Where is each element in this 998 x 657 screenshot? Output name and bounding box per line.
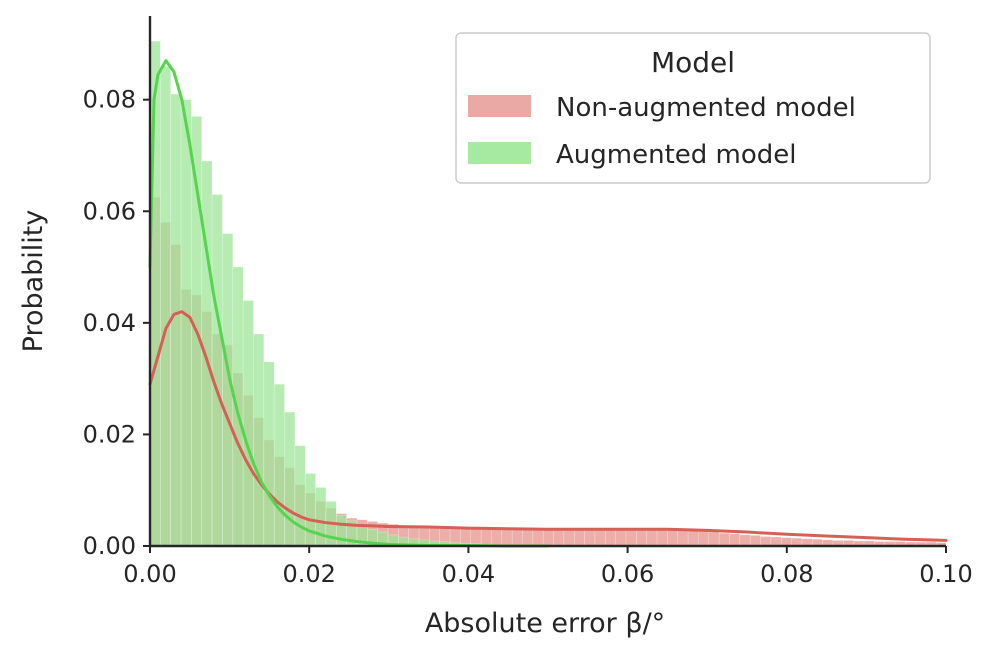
x-tick-label: 0.04 [442, 560, 495, 588]
augmented-bar [304, 473, 316, 547]
y-axis-label: Probability [18, 210, 49, 353]
x-axis-label: Absolute error β/° [425, 608, 665, 639]
non-augmented-bar [646, 528, 658, 547]
augmented-bar [211, 194, 223, 547]
legend-label-augmented: Augmented model [556, 140, 797, 170]
non-augmented-bar [553, 528, 565, 547]
legend-swatch-non-augmented [468, 95, 531, 117]
non-augmented-bar [532, 528, 544, 547]
non-augmented-bar [563, 528, 575, 547]
non-augmented-kde-line [148, 310, 948, 542]
augmented-bar [160, 65, 172, 547]
augmented-bar [335, 515, 347, 547]
augmented-bar [180, 99, 192, 547]
non-augmented-bar [729, 533, 741, 547]
non-augmented-bar [708, 531, 720, 547]
augmented-bar [273, 383, 285, 547]
non-augmented-bar [687, 530, 699, 547]
non-augmented-bar [625, 529, 637, 547]
y-tick-label: 0.02 [83, 420, 136, 448]
non-augmented-bar [760, 536, 772, 547]
non-augmented-bar [542, 528, 554, 547]
non-augmented-bar [573, 528, 585, 547]
x-tick-label: 0.00 [123, 560, 176, 588]
legend-title: Model [651, 46, 735, 79]
legend-frame [455, 32, 931, 184]
x-tick-label: 0.08 [760, 560, 813, 588]
non-augmented-bar [491, 527, 503, 547]
augmented-bar [263, 361, 275, 547]
non-augmented-bar [739, 534, 751, 547]
non-augmented-bar [584, 528, 596, 547]
augmented-bar [253, 333, 265, 547]
non-augmented-bar [615, 529, 627, 547]
non-augmented-bar [594, 528, 606, 547]
non-augmented-bar [718, 532, 730, 547]
y-tick-label: 0.04 [83, 309, 136, 337]
legend: Model Non-augmented model Augmented mode… [455, 32, 931, 184]
legend-label-non-augmented: Non-augmented model [556, 93, 856, 123]
augmented-kde-line [148, 59, 550, 548]
augmented-bar [294, 445, 306, 547]
x-tick-label: 0.06 [601, 560, 654, 588]
augmented-bar [242, 300, 254, 547]
non-augmented-bar [780, 537, 792, 547]
non-augmented-bar [511, 528, 523, 547]
augmented-bar [149, 40, 161, 547]
non-augmented-bar [522, 528, 534, 547]
x-tick-label: 0.02 [282, 560, 335, 588]
y-axis-ticks: 0.00 0.02 0.04 0.06 0.08 [83, 86, 150, 560]
y-tick-label: 0.00 [83, 532, 136, 560]
non-augmented-bar [470, 527, 482, 547]
x-tick-label: 0.10 [919, 560, 972, 588]
y-tick-label: 0.06 [83, 197, 136, 225]
non-augmented-bar [770, 536, 782, 547]
non-augmented-bar [698, 531, 710, 547]
non-augmented-bar [677, 529, 689, 547]
x-axis-ticks: 0.00 0.02 0.04 0.06 0.08 0.10 [123, 546, 973, 588]
non-augmented-bar [501, 528, 513, 547]
non-augmented-bar [667, 528, 679, 547]
non-augmented-bar [636, 528, 648, 547]
augmented-bar [232, 266, 244, 547]
legend-swatch-augmented [468, 142, 531, 164]
non-augmented-bar [656, 528, 668, 547]
non-augmented-bar [749, 535, 761, 547]
y-tick-label: 0.08 [83, 86, 136, 114]
augmented-bar [284, 411, 296, 547]
kde-curves [148, 59, 948, 548]
non-augmented-bar [605, 529, 616, 547]
non-augmented-bar [480, 527, 492, 547]
augmented-histogram-bars [149, 40, 513, 547]
